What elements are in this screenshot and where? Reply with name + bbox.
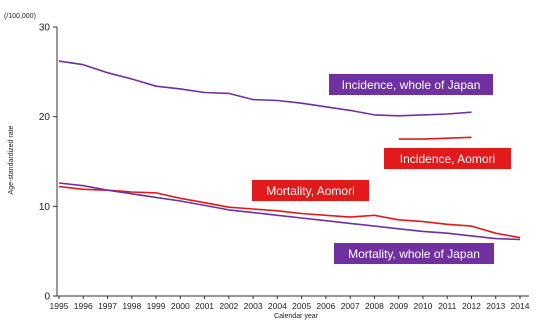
- x-tick-label: 2010: [413, 301, 432, 311]
- annotation-box-fill: [252, 180, 369, 201]
- x-tick-label: 2002: [219, 301, 238, 311]
- annotation-label: Mortality, whole of Japan: [348, 247, 480, 261]
- series-line-incidence-aomori: [398, 136, 472, 140]
- y-tick-label: 0: [44, 292, 50, 303]
- annotation-box: Mortality, Aomori: [252, 180, 369, 201]
- series-line-incidence-japan: [58, 60, 472, 117]
- x-axis-label: Calendar year: [274, 313, 319, 320]
- x-tick-label: 2000: [171, 301, 190, 311]
- series-line-mortality-japan: [58, 182, 521, 241]
- axes: 0 10 20 30 1995 1996 1997 1998 1999 2000 2001 2002 2…: [39, 23, 530, 312]
- x-tick-label: 2008: [365, 301, 384, 311]
- annotation-box: Incidence, Aomori: [384, 148, 511, 169]
- x-tick-label: 2004: [268, 301, 287, 311]
- x-tick-label: 2006: [316, 301, 335, 311]
- annotation-box-fill: [329, 74, 493, 95]
- x-tick-label: 2013: [486, 301, 505, 311]
- y-axis-label: Age-standardized rate: [8, 125, 15, 194]
- series-line-mortality-aomori: [58, 185, 521, 239]
- x-tick-label: 1997: [98, 301, 117, 311]
- x-tick-label: 2011: [438, 301, 457, 311]
- x-tick-label: 1998: [122, 301, 141, 311]
- annotation-layer: Incidence, whole of Japan Incidence, Aomo…: [252, 74, 511, 264]
- annotation-label: Incidence, Aomori: [400, 152, 495, 166]
- x-tick-label: 2009: [389, 301, 408, 311]
- x-tick-label: 2005: [292, 301, 311, 311]
- annotation-label: Mortality, Aomori: [266, 184, 354, 198]
- x-tick-label: 2014: [511, 301, 530, 311]
- x-tick-label: 1996: [74, 301, 93, 311]
- x-tick-label: 2001: [195, 301, 214, 311]
- x-tick-label: 2007: [341, 301, 360, 311]
- x-tick-label: 1999: [147, 301, 166, 311]
- y-tick-label: 10: [39, 202, 51, 213]
- annotation-box-fill: [334, 243, 494, 264]
- annotation-box: Mortality, whole of Japan: [334, 243, 494, 264]
- y-unit-note: (/100,000): [4, 13, 36, 20]
- y-tick-label: 30: [39, 23, 51, 34]
- series-layer: [58, 60, 521, 241]
- annotation-box-fill: [384, 148, 511, 169]
- y-tick-label: 20: [39, 112, 51, 123]
- x-tick-label: 2012: [462, 301, 481, 311]
- annotation-label: Incidence, whole of Japan: [342, 78, 481, 92]
- x-tick-label: 2003: [244, 301, 263, 311]
- x-tick-label: 1995: [50, 301, 69, 311]
- annotation-box: Incidence, whole of Japan: [329, 74, 493, 95]
